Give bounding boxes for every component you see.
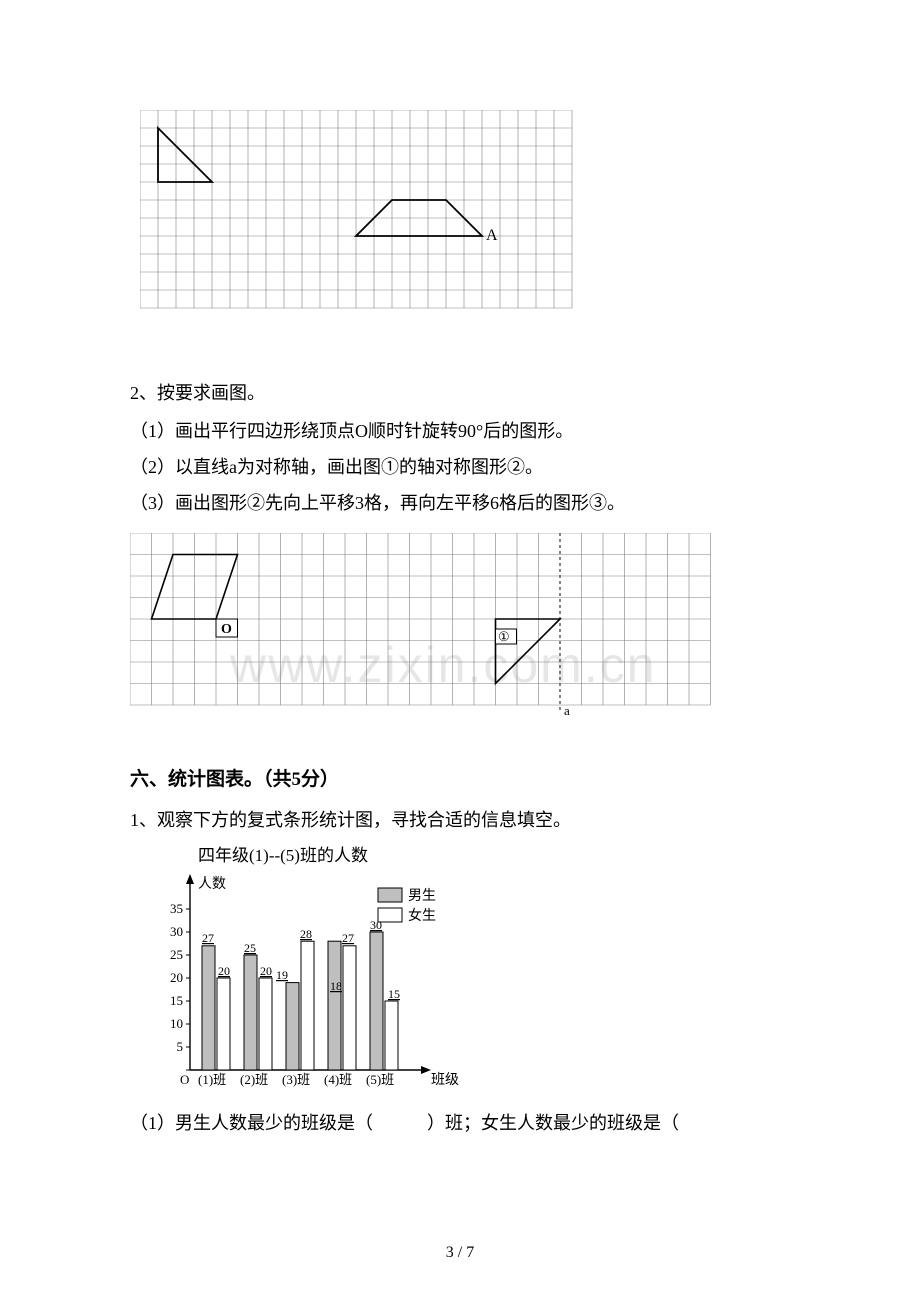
q2-prompt: 2、按要求画图。 [130, 375, 790, 411]
label-a: a [564, 703, 570, 718]
svg-text:20: 20 [170, 970, 183, 985]
svg-text:25: 25 [244, 941, 256, 955]
section-6-heading: 六、统计图表。（共5分） [130, 764, 790, 791]
svg-text:20: 20 [218, 964, 230, 978]
svg-text:10: 10 [170, 1016, 183, 1031]
svg-text:27: 27 [342, 931, 354, 945]
svg-text:5: 5 [177, 1039, 184, 1054]
grid2-svg: O ① a [130, 533, 712, 719]
y-axis-label: 人数 [198, 876, 226, 892]
svg-text:(2)班: (2)班 [240, 1072, 268, 1087]
svg-text:27: 27 [202, 931, 214, 945]
x-axis-label: 班级 [431, 1072, 459, 1088]
grid1-svg: A [140, 110, 574, 310]
label-A: A [486, 227, 498, 244]
page-number: 3 / 7 [0, 1244, 920, 1262]
q6-1-text: 1、观察下方的复式条形统计图，寻找合适的信息填空。 [130, 803, 790, 837]
q2-item-3: （3）画出图形②先向上平移3格，再向左平移6格后的图形③。 [130, 485, 790, 521]
label-circle-1: ① [498, 629, 510, 644]
legend-girls: 女生 [408, 907, 436, 924]
bar-chart-svg: 5 10 15 20 25 30 35 O 人数 班级 男生 女生 27 20 … [150, 870, 470, 1095]
svg-text:28: 28 [300, 927, 312, 941]
svg-text:20: 20 [260, 964, 272, 978]
grid-figure-2: O ① a [130, 533, 790, 724]
chart-title: 四年级(1)--(5)班的人数 [198, 841, 790, 866]
label-O: O [221, 622, 232, 637]
svg-text:25: 25 [170, 947, 183, 962]
legend-boys: 男生 [408, 888, 436, 904]
svg-text:15: 15 [388, 987, 400, 1001]
svg-text:35: 35 [170, 901, 183, 916]
svg-text:19: 19 [276, 968, 288, 982]
triangle-shape [158, 128, 212, 182]
svg-text:18: 18 [330, 979, 342, 993]
svg-text:30: 30 [170, 924, 183, 939]
svg-text:(1)班: (1)班 [198, 1072, 226, 1087]
svg-text:(4)班: (4)班 [324, 1072, 352, 1087]
grid-figure-1: A [140, 110, 790, 315]
svg-text:O: O [180, 1072, 189, 1087]
svg-text:15: 15 [170, 993, 183, 1008]
svg-text:(5)班: (5)班 [366, 1072, 394, 1087]
q2-item-2: （2）以直线a为对称轴，画出图①的轴对称图形②。 [130, 449, 790, 485]
svg-text:30: 30 [370, 918, 382, 932]
svg-text:(3)班: (3)班 [282, 1072, 310, 1087]
q2-item-1: （1）画出平行四边形绕顶点O顺时针旋转90°后的图形。 [130, 413, 790, 449]
q6-sub-1: （1）男生人数最少的班级是（ ）班；女生人数最少的班级是（ [130, 1106, 790, 1140]
bar-chart: 四年级(1)--(5)班的人数 5 10 15 20 25 30 35 O 人数… [150, 841, 790, 1100]
